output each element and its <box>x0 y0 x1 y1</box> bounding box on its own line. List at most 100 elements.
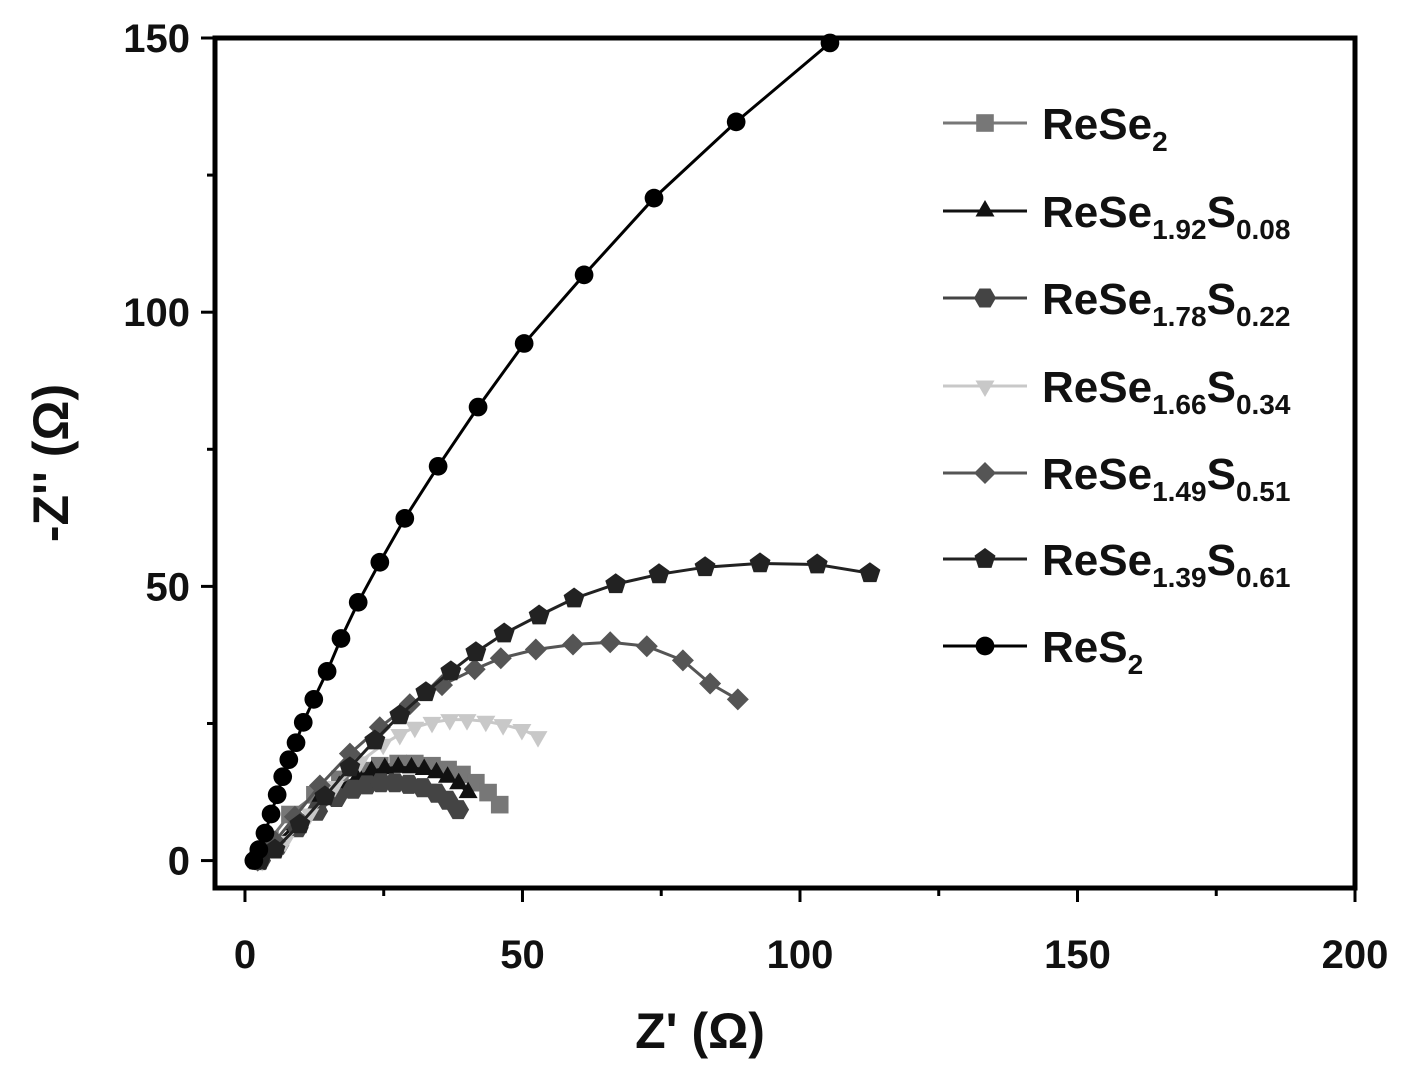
legend: ReSe2 ReSe1.92S0.08 ReSe1.78S0.22 ReSe1.66S… <box>943 100 1291 680</box>
legend-marker <box>975 380 995 397</box>
series-ReSe1.39S0.61 <box>249 552 881 870</box>
legend-label: ReSe1.49S0.51 <box>1042 450 1290 507</box>
legend-marker <box>976 114 994 132</box>
data-point <box>489 647 512 670</box>
data-point <box>726 688 749 711</box>
data-point <box>465 641 487 662</box>
data-point <box>348 592 368 612</box>
data-point <box>331 629 351 648</box>
x-tick-label: 100 <box>767 933 834 977</box>
data-point <box>273 767 293 787</box>
x-tick-label: 150 <box>1044 933 1111 977</box>
data-point <box>563 587 585 608</box>
data-point <box>512 724 532 741</box>
data-point <box>415 681 437 702</box>
data-point <box>458 781 478 799</box>
y-axis-title: -Z'' (Ω) <box>23 384 79 542</box>
x-axis-title: Z' (Ω) <box>635 1003 765 1059</box>
data-point <box>395 509 415 528</box>
data-point <box>428 456 448 476</box>
data-point <box>304 690 324 709</box>
data-point <box>317 662 337 681</box>
data-point <box>694 556 716 577</box>
data-point <box>375 757 395 774</box>
data-point <box>267 785 287 805</box>
data-point <box>388 756 408 773</box>
legend-marker <box>975 636 995 656</box>
series-ReS2 <box>244 33 840 870</box>
data-point <box>671 649 694 672</box>
legend-entry: ReSe1.49S0.51 <box>943 450 1290 507</box>
data-point <box>806 553 828 574</box>
data-point <box>648 563 670 584</box>
data-point <box>426 761 446 779</box>
data-point <box>370 552 390 572</box>
y-tick-label: 50 <box>146 565 191 609</box>
data-point <box>286 733 306 753</box>
series-line <box>252 41 831 862</box>
data-point <box>293 713 313 732</box>
axis-ticks: 0 50 100 150 200 0 50 100 150 <box>123 17 1388 977</box>
data-point <box>493 719 513 736</box>
legend-marker <box>974 462 996 484</box>
data-point <box>514 334 534 353</box>
legend-entry: ReSe1.39S0.61 <box>943 536 1290 593</box>
data-point <box>605 573 627 594</box>
legend-entry: ReS2 <box>943 623 1143 680</box>
plot-frame <box>212 35 1358 891</box>
data-point <box>468 397 488 417</box>
data-point <box>264 838 286 859</box>
data-point <box>859 562 881 583</box>
data-point <box>476 715 496 733</box>
data-point <box>562 633 584 656</box>
data-point <box>405 721 425 739</box>
legend-entry: ReSe1.78S0.22 <box>943 275 1290 332</box>
legend-entry: ReSe2 <box>943 100 1168 157</box>
data-point <box>493 622 515 643</box>
legend-label: ReSe1.39S0.61 <box>1042 536 1290 593</box>
data-point <box>528 731 548 748</box>
data-point <box>261 804 281 824</box>
plot-area <box>244 33 881 872</box>
legend-marker <box>974 288 996 308</box>
data-point <box>249 840 269 859</box>
legend-marker <box>975 200 995 217</box>
data-point <box>457 714 477 731</box>
legend-entry: ReSe1.66S0.34 <box>943 363 1291 420</box>
data-point <box>447 800 470 820</box>
data-point <box>279 750 299 770</box>
legend-entry: ReSe1.92S0.08 <box>943 188 1290 245</box>
legend-label: ReSe1.66S0.34 <box>1042 363 1291 420</box>
data-point <box>300 808 320 825</box>
y-tick-label: 100 <box>123 291 190 335</box>
legend-marker <box>974 548 996 568</box>
data-point <box>490 795 509 814</box>
data-point <box>528 604 550 625</box>
data-point <box>449 772 469 790</box>
data-point <box>414 758 434 775</box>
data-point <box>255 823 275 843</box>
x-tick-label: 50 <box>500 933 545 977</box>
data-point <box>524 638 547 661</box>
data-point <box>390 729 410 746</box>
legend-label: ReSe2 <box>1042 100 1168 157</box>
data-point <box>644 188 664 208</box>
data-point <box>463 658 486 681</box>
y-tick-label: 150 <box>123 17 190 61</box>
data-point <box>364 729 386 750</box>
data-point <box>699 672 722 695</box>
data-point <box>726 112 746 132</box>
data-point <box>339 756 361 777</box>
data-point <box>635 635 658 658</box>
y-tick-label: 0 <box>168 840 190 884</box>
data-point <box>438 766 458 783</box>
data-point <box>401 756 421 774</box>
legend-label: ReS2 <box>1042 623 1143 680</box>
data-point <box>369 773 392 793</box>
data-point <box>389 704 411 725</box>
data-point <box>338 742 361 765</box>
data-point <box>314 785 336 806</box>
legend-label: ReSe1.92S0.08 <box>1042 188 1290 245</box>
x-tick-label: 0 <box>234 933 256 977</box>
